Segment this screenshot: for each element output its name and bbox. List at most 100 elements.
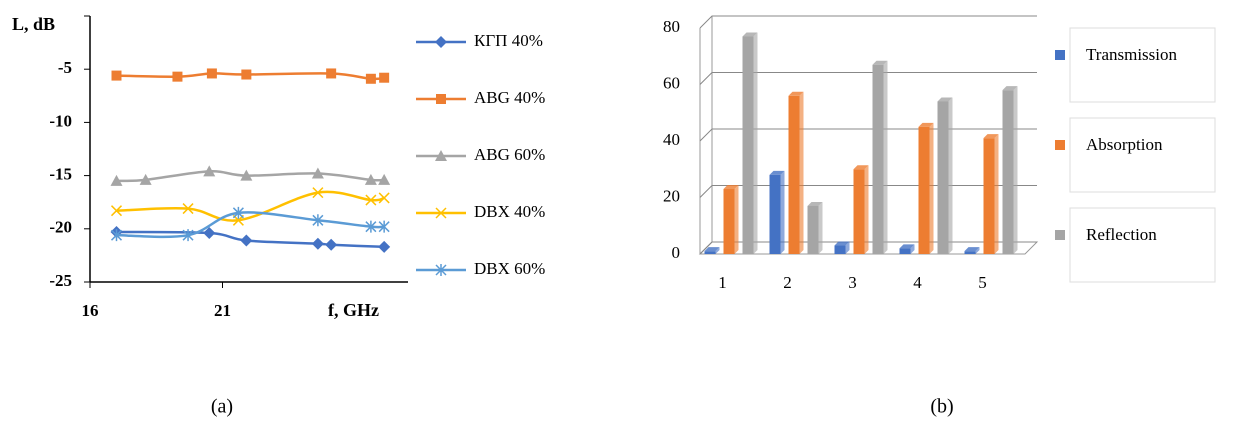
bar-front — [834, 245, 846, 254]
legend-frame — [1069, 27, 1216, 103]
legend-label: ABG 60% — [474, 145, 545, 164]
bar-front — [983, 138, 995, 254]
legend-frame — [1069, 117, 1216, 193]
marker — [326, 68, 337, 79]
marker — [203, 165, 216, 177]
bar — [834, 241, 850, 254]
marker — [365, 220, 377, 233]
bar-front — [853, 169, 865, 254]
marker — [435, 150, 447, 161]
y-tick-label: 40 — [663, 130, 680, 149]
bar-top — [742, 32, 758, 37]
marker — [241, 69, 252, 80]
bar-side — [994, 134, 999, 254]
y-tick-label: 80 — [663, 17, 680, 36]
bar-side — [715, 247, 720, 254]
bar-top — [983, 134, 999, 139]
y-tick-label: -25 — [49, 271, 72, 290]
marker — [325, 238, 338, 251]
bar — [769, 170, 785, 254]
marker — [203, 227, 216, 240]
bar — [918, 122, 934, 254]
bar-front — [723, 189, 735, 254]
marker — [240, 234, 253, 247]
y-tick-label: 0 — [672, 243, 681, 262]
bar-top — [807, 201, 823, 206]
marker — [240, 169, 253, 181]
bar-front — [742, 36, 754, 254]
legend-label: Absorption — [1086, 135, 1163, 154]
bar-top — [853, 165, 869, 170]
bar-side — [948, 97, 953, 254]
legend-text: DBX 40% — [474, 202, 545, 221]
x-tick-label: 16 — [82, 301, 99, 320]
x-tick-label: 21 — [214, 301, 231, 320]
bar-side — [1013, 86, 1018, 255]
bar-front — [769, 174, 781, 254]
grid-line — [699, 72, 1037, 85]
bar — [937, 97, 953, 254]
marker — [311, 237, 324, 250]
bar-top — [769, 170, 785, 175]
bar-front — [964, 251, 976, 254]
legend-label: Reflection — [1086, 225, 1157, 244]
bar-side — [753, 32, 758, 254]
marker — [436, 94, 446, 104]
y-tick-label: 20 — [663, 186, 680, 205]
marker — [365, 73, 376, 84]
bar-side — [799, 91, 804, 254]
legend-label: ABG 40% — [474, 88, 545, 107]
bar-front — [807, 205, 819, 254]
caption: (b) — [930, 396, 953, 418]
x-tick-label: 3 — [848, 273, 857, 292]
y-tick-label: -10 — [49, 111, 72, 130]
bar — [964, 247, 980, 254]
bar-top — [918, 122, 934, 127]
legend-text: ABG 60% — [474, 145, 545, 164]
series-line — [116, 190, 385, 222]
bar — [704, 247, 720, 254]
bar-side — [845, 241, 850, 254]
marker — [435, 36, 447, 48]
marker — [232, 206, 244, 219]
bar-top — [964, 247, 980, 252]
marker — [110, 174, 123, 186]
marker — [378, 240, 391, 253]
bar-front — [788, 95, 800, 254]
marker — [379, 72, 390, 83]
bar-side — [910, 244, 915, 254]
marker — [110, 229, 123, 242]
bar-side — [929, 122, 934, 254]
legend-swatch — [1055, 50, 1065, 60]
legend-label: КГП 40% — [474, 31, 543, 50]
legend-swatch — [1055, 230, 1065, 240]
marker — [435, 264, 447, 276]
y-axis-label: L, dB — [12, 14, 55, 34]
bar-side — [818, 201, 823, 254]
marker — [182, 229, 194, 242]
bar — [1002, 86, 1018, 255]
bar — [872, 60, 888, 254]
bar-side — [734, 185, 739, 254]
marker — [182, 203, 194, 215]
legend-text: КГП 40% — [474, 31, 543, 50]
legend-frame — [1069, 207, 1216, 283]
bar — [899, 244, 915, 254]
bar-front — [1002, 90, 1014, 255]
legend-label: Transmission — [1086, 45, 1178, 64]
marker — [435, 207, 447, 219]
bar-top — [899, 244, 915, 249]
x-tick-label: 2 — [783, 273, 792, 292]
bar — [983, 134, 999, 254]
bar-top — [1002, 86, 1018, 91]
bar-front — [872, 64, 884, 254]
legend-swatch — [1055, 140, 1065, 150]
bar-top — [704, 247, 720, 252]
marker — [378, 173, 391, 185]
bar-top — [723, 185, 739, 190]
bar-side — [883, 60, 888, 254]
marker — [312, 214, 324, 227]
bar — [723, 185, 739, 254]
marker — [172, 71, 183, 82]
